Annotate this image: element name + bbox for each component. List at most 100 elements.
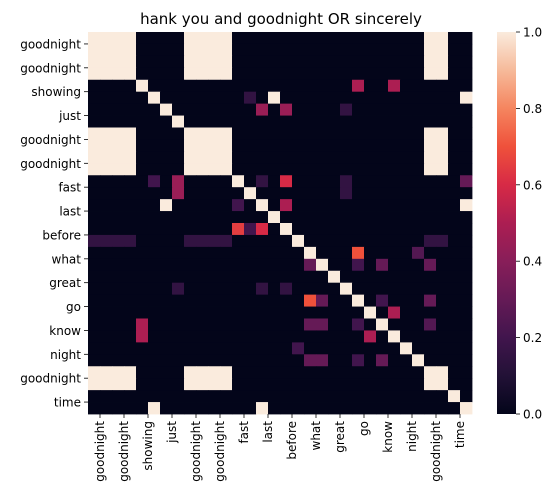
heatmap-cell [400, 366, 413, 379]
heatmap-cell [208, 67, 221, 81]
heatmap-cell [124, 223, 137, 236]
heatmap-cell [304, 318, 317, 331]
heatmap-cell [268, 67, 281, 81]
heatmap-cell [124, 258, 137, 272]
heatmap-cell [220, 175, 233, 188]
heatmap-cell [388, 378, 401, 391]
heatmap-cell [196, 199, 209, 212]
heatmap-cell [160, 306, 173, 319]
heatmap-cell [160, 91, 173, 105]
heatmap-cell [376, 402, 389, 415]
heatmap-cell [436, 211, 449, 224]
heatmap-cell [304, 211, 317, 224]
heatmap-cell [148, 246, 161, 260]
heatmap-cell [124, 32, 137, 45]
heatmap-cell [460, 91, 473, 105]
heatmap-cell [112, 127, 125, 140]
heatmap-cell [328, 234, 341, 248]
heatmap-cell [88, 175, 101, 188]
heatmap-cell [148, 378, 161, 391]
heatmap-cell [124, 211, 137, 224]
heatmap-cell [448, 199, 461, 212]
heatmap-cell [280, 163, 293, 176]
heatmap-cell [88, 246, 101, 260]
heatmap-cell [352, 330, 365, 343]
heatmap-cell [304, 151, 317, 164]
heatmap-cell [292, 199, 305, 212]
heatmap-cell [448, 342, 461, 355]
colorbar [497, 32, 516, 414]
heatmap-cell [316, 402, 329, 415]
heatmap-cell [424, 43, 437, 57]
heatmap-cell [388, 91, 401, 105]
heatmap-cell [280, 223, 293, 236]
heatmap-cell [328, 55, 341, 69]
heatmap-cell [448, 175, 461, 188]
heatmap-cell [292, 378, 305, 391]
y-axis: goodnight goodnight showing just goodnight go… [20, 37, 88, 410]
heatmap-cell [412, 175, 425, 188]
heatmap-cell [196, 115, 209, 128]
heatmap-cell [364, 43, 377, 57]
heatmap-cell [196, 318, 209, 331]
heatmap-cell [232, 43, 245, 57]
heatmap-cell [256, 306, 269, 319]
heatmap-cell [112, 211, 125, 224]
heatmap-cell [196, 43, 209, 57]
heatmap-cell [412, 187, 425, 200]
heatmap-cell [268, 175, 281, 188]
heatmap-cell [88, 199, 101, 212]
x-axis: goodnight goodnight showing just goodnight go… [93, 414, 467, 482]
heatmap-cell [280, 139, 293, 152]
heatmap-cell [388, 258, 401, 272]
heatmap-cell [340, 234, 353, 248]
heatmap-cell [352, 306, 365, 319]
heatmap-cell [460, 402, 473, 415]
heatmap-cell [292, 282, 305, 296]
heatmap-cell [436, 139, 449, 152]
heatmap-cell [340, 127, 353, 140]
heatmap-cell [292, 187, 305, 200]
heatmap-cell [388, 127, 401, 140]
heatmap-cell [148, 354, 161, 367]
heatmap-cell [208, 187, 221, 200]
heatmap-cell [172, 378, 185, 391]
heatmap-cell [436, 258, 449, 272]
heatmap-cell [460, 354, 473, 367]
heatmap-cell [256, 246, 269, 260]
heatmap-cell [160, 32, 173, 45]
heatmap-cell [100, 258, 113, 272]
heatmap-cell [328, 318, 341, 331]
heatmap-cell [112, 306, 125, 319]
heatmap-cell [232, 223, 245, 236]
heatmap-cell [340, 115, 353, 128]
heatmap-cell [88, 294, 101, 307]
heatmap-cell [376, 103, 389, 116]
heatmap-cell [112, 402, 125, 415]
heatmap-cell [256, 67, 269, 81]
heatmap-cell [220, 103, 233, 116]
heatmap-cell [400, 282, 413, 296]
heatmap-cell [160, 127, 173, 140]
heatmap-cell [148, 306, 161, 319]
heatmap-cell [400, 294, 413, 307]
heatmap-cell [232, 151, 245, 164]
heatmap-cell [268, 234, 281, 248]
heatmap-cell [184, 282, 197, 296]
heatmap-cell [208, 91, 221, 105]
heatmap-cell [448, 163, 461, 176]
heatmap-cell [280, 306, 293, 319]
heatmap-cell [268, 32, 281, 45]
heatmap-cell [256, 103, 269, 116]
heatmap-cell [316, 67, 329, 81]
heatmap-cell [160, 79, 173, 93]
heatmap-cell [352, 258, 365, 272]
heatmap-cell [88, 187, 101, 200]
heatmap-cell [376, 79, 389, 93]
heatmap-cell [160, 151, 173, 164]
heatmap-cell [220, 306, 233, 319]
heatmap-cell [400, 91, 413, 105]
heatmap-cell [376, 258, 389, 272]
heatmap-cell [172, 175, 185, 188]
heatmap-cell [388, 402, 401, 415]
